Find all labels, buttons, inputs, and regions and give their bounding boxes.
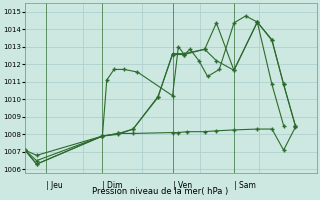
Text: | Jeu: | Jeu	[46, 181, 63, 190]
Text: | Sam: | Sam	[234, 181, 256, 190]
Text: Pression niveau de la mer( hPa ): Pression niveau de la mer( hPa )	[92, 187, 228, 196]
Text: | Dim: | Dim	[102, 181, 123, 190]
Text: | Ven: | Ven	[172, 181, 192, 190]
